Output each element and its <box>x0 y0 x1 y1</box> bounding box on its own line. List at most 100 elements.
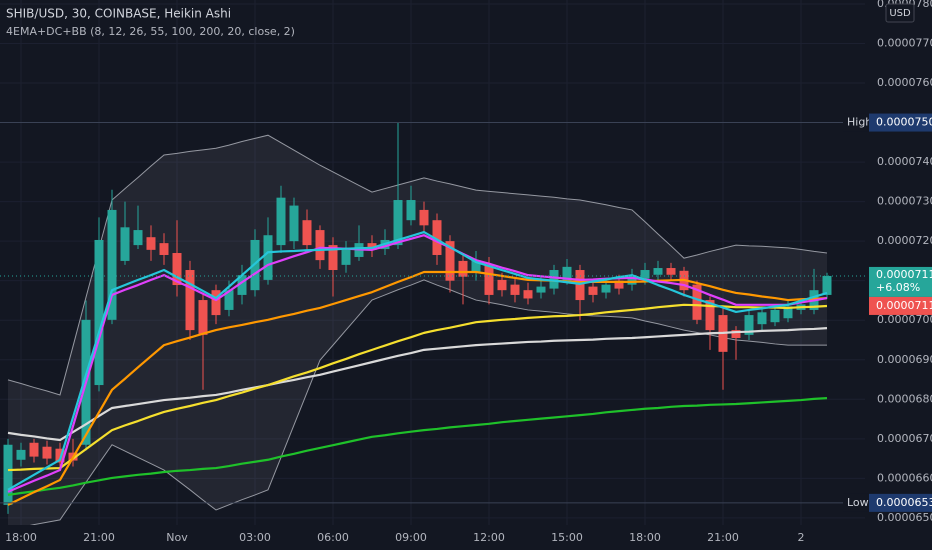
x-tick-label: Nov <box>166 531 188 544</box>
y-tick-label: 0.00007300 <box>877 195 932 208</box>
candle-body <box>289 205 299 242</box>
candle-body <box>549 270 559 289</box>
candle-body <box>575 270 585 301</box>
candle-body <box>120 227 130 261</box>
candle-body <box>328 245 338 271</box>
candle-body <box>146 237 156 250</box>
marker-name-bg <box>843 493 869 512</box>
candle-body <box>744 315 754 335</box>
x-tick-label: 2 <box>798 531 805 544</box>
candle-body <box>367 243 377 250</box>
candle-body <box>224 290 234 310</box>
candle-body <box>588 286 598 295</box>
last-price-change: +6.08% <box>876 281 920 294</box>
candle-body <box>783 306 793 319</box>
y-tick-label: 0.00007200 <box>877 234 932 247</box>
last-price-value: 0.00007112 <box>876 268 932 281</box>
candle-body <box>211 290 221 316</box>
candle-body <box>510 284 520 295</box>
y-tick-label: 0.00006900 <box>877 353 932 366</box>
x-tick-label: 15:00 <box>551 531 583 544</box>
candle-body <box>731 330 741 339</box>
plot-area <box>0 122 865 525</box>
candle-body <box>172 253 182 286</box>
x-tick-label: 21:00 <box>707 531 739 544</box>
marker-badge <box>869 113 932 132</box>
candle-body <box>484 264 494 295</box>
candle-body <box>666 268 676 275</box>
candle-body <box>419 209 429 226</box>
candle-body <box>133 230 143 246</box>
candle-body <box>29 442 39 457</box>
marker-badge <box>869 493 932 512</box>
candle-body <box>523 290 533 299</box>
candle-body <box>159 243 169 255</box>
candle-body <box>757 312 767 325</box>
indicator-line <box>7 270 828 506</box>
candle-body <box>393 200 403 246</box>
indicator-line <box>7 303 828 472</box>
currency-badge <box>885 3 915 23</box>
candle-body <box>16 449 26 460</box>
candle-body <box>315 230 325 261</box>
x-tick-label: 12:00 <box>473 531 505 544</box>
y-tick-label: 0.00006800 <box>877 392 932 405</box>
candle-body <box>497 279 507 291</box>
candle-body <box>3 444 13 505</box>
marker-value: 0.00007500 <box>876 116 932 129</box>
x-tick-label: 03:00 <box>239 531 271 544</box>
y-tick-label: 0.00006700 <box>877 432 932 445</box>
candle-body <box>601 284 611 293</box>
candle-body <box>627 275 637 285</box>
candle-body <box>263 235 273 280</box>
candle-body <box>458 260 468 277</box>
candle-body <box>107 209 117 320</box>
marker-value: 0.00006538 <box>876 496 932 509</box>
candle-body <box>536 286 546 293</box>
y-tick-label: 0.00007400 <box>877 155 932 168</box>
x-tick-label: 18:00 <box>5 531 37 544</box>
marker-name: High <box>847 116 872 129</box>
candle-body <box>653 268 663 275</box>
x-tick-label: 09:00 <box>395 531 427 544</box>
candle-body <box>822 275 832 295</box>
candle-body <box>471 260 481 273</box>
candle-body <box>432 220 442 255</box>
candle-body <box>94 239 104 386</box>
candle-body <box>705 300 715 331</box>
x-tick-label: 21:00 <box>83 531 115 544</box>
indicator-line <box>7 327 828 442</box>
band-fill <box>8 135 827 525</box>
close-value: 0.00007110 <box>876 299 932 312</box>
indicator-legend: 4EMA+DC+BB (8, 12, 26, 55, 100, 200, 20,… <box>6 25 295 38</box>
candle-body <box>562 266 572 281</box>
candle-body <box>42 446 52 459</box>
close-badge <box>869 296 932 315</box>
indicator-line <box>7 397 828 497</box>
indicator-line <box>7 230 828 491</box>
y-tick-label: 0.00007600 <box>877 76 932 89</box>
candle-body <box>55 448 65 463</box>
candle-body <box>237 275 247 295</box>
y-tick-label: 0.00006600 <box>877 471 932 484</box>
candle-body <box>276 197 286 246</box>
candle-body <box>185 270 195 331</box>
y-tick-label: 0.00007700 <box>877 36 932 49</box>
candle-body <box>406 200 416 221</box>
candle-body <box>445 241 455 281</box>
candle-body <box>770 309 780 323</box>
candle-body <box>302 220 312 246</box>
candle-body <box>198 300 208 335</box>
candle-body <box>692 284 702 320</box>
band-upper <box>7 134 828 396</box>
x-tick-label: 18:00 <box>629 531 661 544</box>
band-lower <box>29 279 827 525</box>
marker-name-bg <box>843 113 869 132</box>
y-tick-label: 0.00007000 <box>877 313 932 326</box>
x-tick-label: 06:00 <box>317 531 349 544</box>
marker-name: Low <box>847 496 869 509</box>
chart-title: SHIB/USD, 30, COINBASE, Heikin Ashi <box>6 7 231 21</box>
last-price-badge <box>869 266 932 297</box>
candle-body <box>640 270 650 279</box>
